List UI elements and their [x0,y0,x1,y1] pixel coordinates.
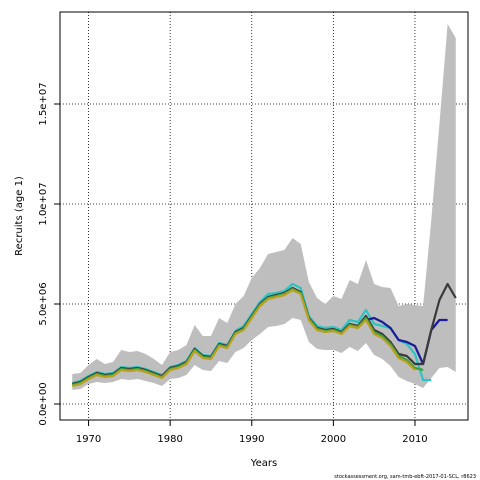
y-tick-label-0: 0.0e+00 [38,382,49,425]
y-tick-label-3: 1.5e+07 [38,82,49,125]
x-axis-title: Years [250,458,277,469]
axes: 1970 1980 1990 2000 2010 0.0e+00 5.0e+06 1.0e+0… [38,82,428,445]
x-tick-label-1: 1980 [157,434,182,445]
confidence-band-area [72,24,456,390]
footer-credit: stockassessment.org, sam-tmb-ebft-2017-0… [334,474,476,480]
x-tick-label-0: 1970 [76,434,101,445]
y-tick-label-1: 5.0e+06 [38,282,49,325]
x-tick-label-2: 1990 [239,434,264,445]
x-tick-label-4: 2010 [402,434,427,445]
confidence-band [72,24,456,390]
x-tick-label-3: 2000 [321,434,346,445]
series-lines [71,282,457,388]
plot-frame [59,11,469,421]
y-axis-title: Recruits (age 1) [14,176,25,256]
y-tick-label-2: 1.0e+07 [38,182,49,225]
series-line-4 [71,288,416,388]
series-line-1 [365,316,448,366]
